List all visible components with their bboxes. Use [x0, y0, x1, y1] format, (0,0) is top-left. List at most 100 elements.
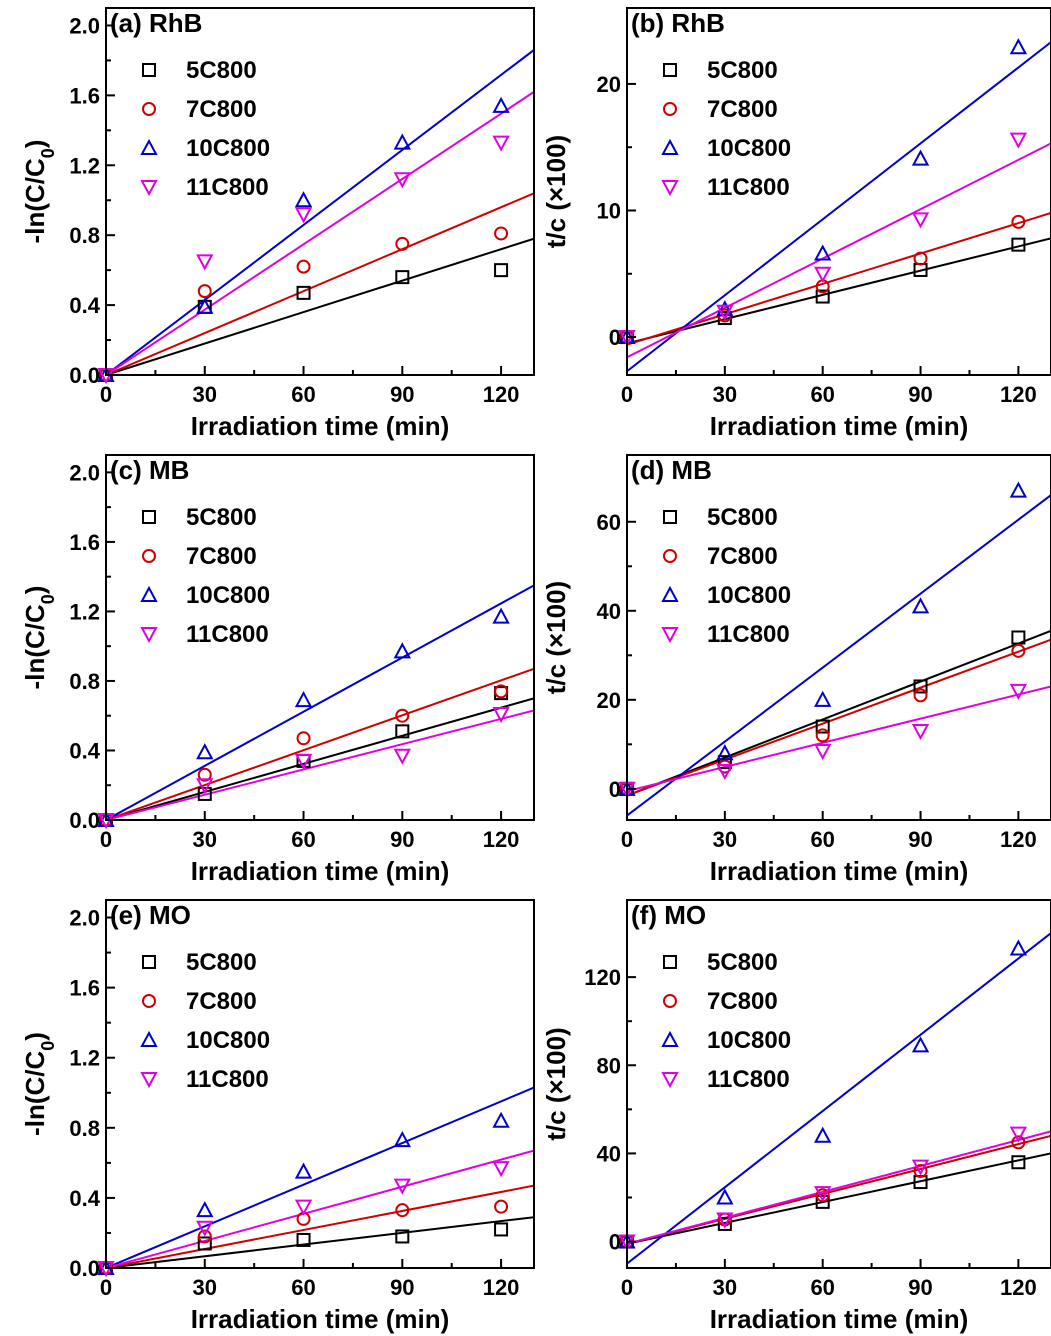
series-10c800 — [97, 1111, 510, 1275]
legend-marker-5c800 — [142, 510, 156, 524]
data-point-11c800-3 — [911, 212, 930, 229]
data-point-5c800-3 — [395, 1229, 410, 1244]
legend-marker-11c800 — [661, 180, 679, 197]
data-point-11c800-1 — [716, 1212, 734, 1229]
y-tick-label: 0 — [609, 325, 621, 350]
data-point-5c800-1 — [197, 786, 212, 801]
plot-frame — [105, 454, 535, 821]
x-tick-label: 30 — [193, 827, 217, 852]
fit-line-11c800 — [106, 1149, 534, 1268]
legend-label-10c800: 10C800 — [186, 135, 270, 162]
y-axis-title: -ln(C/C0) — [20, 586, 58, 690]
legend-label-7c800: 7C800 — [707, 988, 778, 1015]
data-point-11c800-3 — [911, 1159, 930, 1176]
fit-line-7c800 — [106, 1184, 534, 1268]
legend-label-11c800: 11C800 — [186, 621, 269, 648]
data-point-5c800-3 — [395, 724, 410, 739]
fit-line-7c800 — [106, 192, 534, 375]
panel-label: (f) MO — [631, 900, 706, 930]
data-point-11c800-4 — [492, 706, 510, 724]
legend: 5C800 7C800 10C800 11C800 — [661, 504, 791, 648]
fit-line-11c800 — [106, 709, 534, 820]
data-point-10c800-3 — [911, 597, 930, 614]
data-point-11c800-4 — [1009, 132, 1028, 149]
data-point-10c800-1 — [716, 744, 734, 761]
x-tick-label: 0 — [621, 827, 633, 852]
x-axis-title: Irradiation time (min) — [710, 411, 969, 441]
data-point-5c800-2 — [815, 289, 830, 304]
data-point-10c800-2 — [294, 1162, 313, 1179]
data-point-5c800-1 — [717, 1216, 732, 1231]
legend-label-10c800: 10C800 — [186, 582, 270, 609]
data-point-10c800-2 — [814, 1126, 832, 1143]
legend-marker-11c800 — [140, 627, 158, 644]
y-tick-label: 40 — [597, 1141, 621, 1166]
fit-line-10c800 — [106, 49, 534, 375]
x-tick-label: 120 — [1000, 827, 1037, 852]
series-10c800 — [618, 38, 1028, 345]
panel-label: (a) RhB — [110, 8, 202, 38]
y-tick-label: 0.0 — [69, 363, 100, 388]
x-tick-label: 60 — [291, 1275, 315, 1300]
data-point-5c800-2 — [296, 285, 311, 300]
x-tick-label: 120 — [483, 1275, 520, 1300]
x-tick-label: 0 — [100, 1275, 112, 1300]
data-point-11c800-1 — [716, 764, 734, 781]
legend-label-11c800: 11C800 — [186, 1066, 269, 1093]
fit-line-7c800 — [627, 638, 1051, 797]
legend-label-11c800: 11C800 — [707, 621, 790, 648]
data-point-7c800-3 — [395, 1203, 410, 1218]
legend-marker-5c800 — [142, 63, 156, 77]
data-point-7c800-1 — [197, 767, 212, 782]
series-11c800 — [97, 706, 510, 830]
y-tick-label: 60 — [597, 510, 621, 535]
x-axis-title: Irradiation time (min) — [191, 1304, 450, 1334]
legend-label-5c800: 5C800 — [186, 57, 257, 84]
data-point-10c800-2 — [294, 690, 313, 708]
data-point-10c800-3 — [393, 133, 411, 150]
y-tick-label: 0.0 — [69, 1256, 100, 1281]
legend-marker-5c800 — [663, 955, 677, 969]
chart-c-mb: 0 30 60 90 120 0.0 0.4 0.8 1.2 1.6 2.0 Irradiation … — [20, 454, 535, 886]
x-tick-label: 30 — [713, 1275, 737, 1300]
data-point-11c800-1 — [196, 1220, 214, 1237]
legend: 5C800 7C800 10C800 11C800 — [661, 949, 791, 1093]
data-point-11c800-2 — [814, 744, 832, 761]
series-5c800 — [99, 263, 509, 382]
legend-label-7c800: 7C800 — [707, 543, 778, 570]
y-tick-label: 80 — [597, 1053, 621, 1078]
data-point-10c800-1 — [196, 1201, 214, 1218]
series-10c800 — [97, 607, 510, 827]
data-point-7c800-4 — [1011, 643, 1026, 658]
series-10c800 — [618, 481, 1028, 796]
data-point-7c800-4 — [494, 226, 509, 241]
plot-frame — [626, 899, 1051, 1269]
data-point-11c800-2 — [294, 753, 313, 771]
data-point-7c800-2 — [296, 259, 311, 274]
legend-marker-10c800 — [661, 585, 679, 602]
data-point-10c800-1 — [716, 300, 734, 317]
data-point-7c800-4 — [1011, 214, 1026, 229]
y-axis-title: t/c (×100) — [541, 1027, 571, 1140]
x-tick-label: 120 — [1000, 382, 1037, 407]
data-point-11c800-4 — [492, 1161, 510, 1178]
data-point-11c800-4 — [1009, 683, 1028, 701]
data-point-7c800-1 — [197, 284, 212, 299]
chart-e-mo: 0 30 60 90 120 0.0 0.4 0.8 1.2 1.6 2.0 Irradiation … — [20, 899, 535, 1334]
y-tick-label: 20 — [597, 688, 621, 713]
data-point-5c800-3 — [913, 679, 928, 694]
y-tick-label: 2.0 — [69, 13, 100, 38]
legend-marker-10c800 — [140, 585, 158, 602]
legend: 5C800 7C800 10C800 11C800 — [140, 949, 270, 1093]
legend-marker-7c800 — [142, 102, 156, 116]
x-tick-label: 0 — [100, 827, 112, 852]
plot-frame — [626, 7, 1051, 376]
y-tick-label: 0 — [609, 777, 621, 802]
y-tick-label: 0.4 — [69, 738, 100, 763]
chart-f-mo: 0 30 60 90 120 0 40 80 120 Irradiation time (min)… — [541, 899, 1051, 1334]
data-point-10c800-3 — [393, 642, 411, 659]
data-point-5c800-4 — [494, 263, 509, 278]
x-tick-label: 60 — [291, 382, 315, 407]
legend-marker-7c800 — [142, 549, 156, 563]
